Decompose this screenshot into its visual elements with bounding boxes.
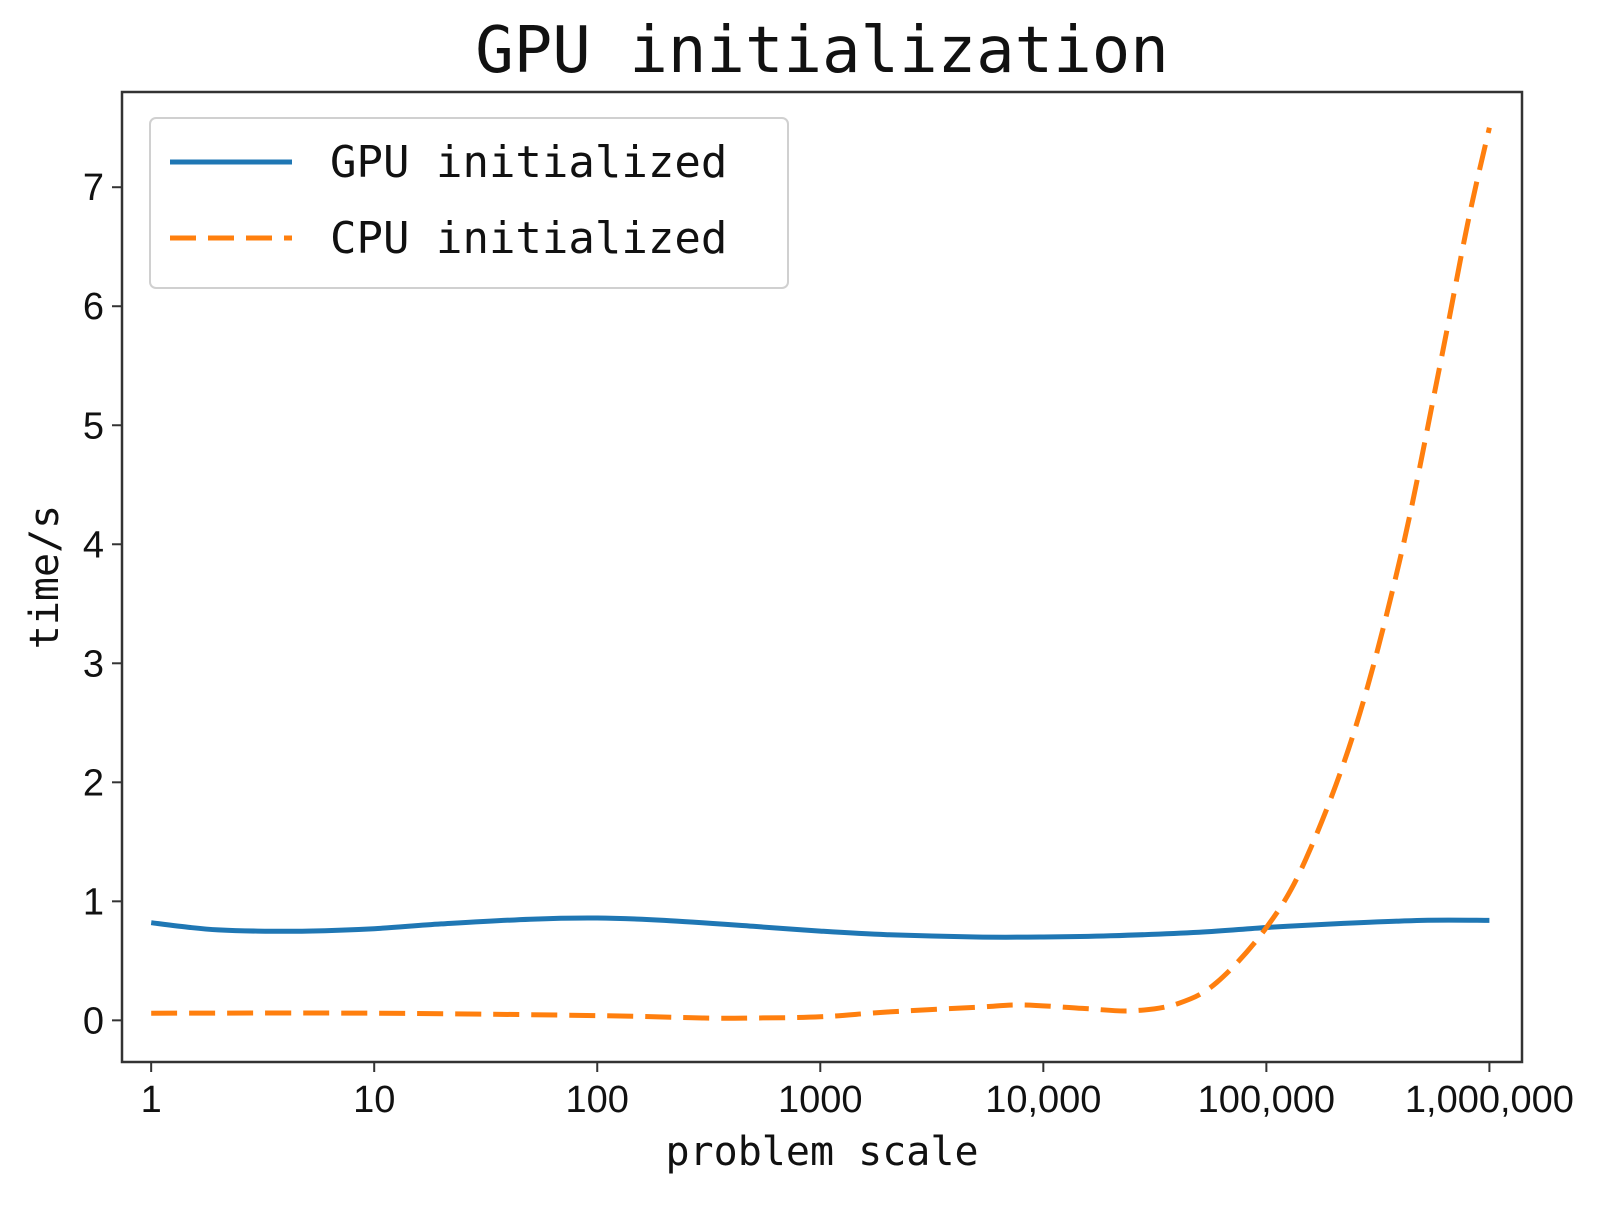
x-tick-label: 100: [566, 1079, 629, 1121]
legend-entry-label: CPU initialized: [330, 213, 727, 264]
x-tick-label: 1000: [778, 1079, 863, 1121]
series-line-cpu-initialized: [151, 127, 1492, 1021]
y-tick-label: 1: [83, 881, 104, 923]
y-tick-label: 4: [83, 524, 104, 566]
y-axis-label: time/s: [22, 505, 68, 650]
plot-frame: [120, 90, 1524, 1064]
y-tick-label: 6: [83, 286, 104, 328]
y-tick-label: 0: [83, 1000, 104, 1042]
legend-box: [149, 117, 789, 289]
series-layer: [150, 127, 1492, 1021]
series-line-gpu-initialized: [150, 915, 1490, 940]
y-tick-label: 5: [83, 405, 104, 447]
x-axis-label: problem scale: [665, 1129, 978, 1175]
legend: GPU initialized CPU initialized: [149, 117, 789, 289]
chart-title: GPU initialization: [475, 14, 1169, 88]
x-axis: 1 10 100 1000 10,000 100,000 1,000,000: [141, 1062, 1574, 1121]
x-tick-label: 1,000,000: [1405, 1079, 1574, 1121]
x-tick-label: 10: [353, 1079, 395, 1121]
y-tick-label: 3: [83, 643, 104, 685]
legend-entry-label: GPU initialized: [330, 137, 727, 188]
y-axis: 0 1 2 3 4 5 6 7: [83, 167, 122, 1042]
y-tick-label: 2: [83, 762, 104, 804]
y-tick-label: 7: [83, 167, 104, 209]
x-tick-label: 100,000: [1198, 1079, 1335, 1121]
x-tick-label: 1: [141, 1079, 162, 1121]
x-tick-label: 10,000: [985, 1079, 1101, 1121]
